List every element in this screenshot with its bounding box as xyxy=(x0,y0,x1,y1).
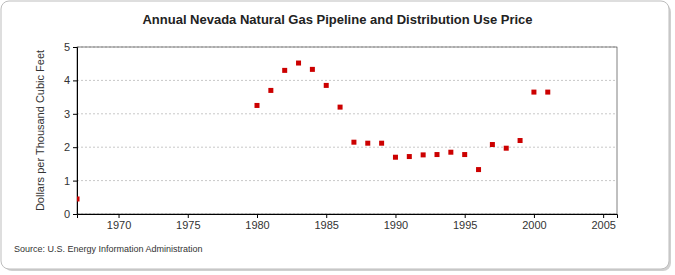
tick-label: 2000 xyxy=(522,219,546,231)
tick-mark xyxy=(73,214,77,215)
tick-mark xyxy=(73,47,77,48)
tick-label: 1975 xyxy=(176,219,200,231)
tick-mark xyxy=(119,214,120,218)
tick-mark xyxy=(73,114,77,115)
point xyxy=(365,141,370,146)
grid-line xyxy=(77,113,617,114)
tick: 1975 xyxy=(176,214,200,231)
tick: 2000 xyxy=(522,214,546,231)
point xyxy=(462,152,467,157)
tick-mark xyxy=(257,214,258,218)
tick-label: 4 xyxy=(64,74,70,86)
tick-label: 1980 xyxy=(245,219,269,231)
grid-line xyxy=(77,147,617,148)
chart: 1970 1975 1980 1985 1990 1995 2000 2005 0 1 2 3 4 5 An… xyxy=(0,0,675,275)
grid-line xyxy=(77,180,617,181)
point xyxy=(351,140,356,145)
point xyxy=(310,67,315,72)
tick: 3 xyxy=(64,108,77,120)
tick: 2005 xyxy=(591,214,615,231)
point xyxy=(324,83,329,88)
tick: 1995 xyxy=(453,214,477,231)
axis-line xyxy=(78,215,618,219)
tick-label: 1990 xyxy=(384,219,408,231)
y-axis: 0 1 2 3 4 5 xyxy=(64,41,78,220)
frame xyxy=(1,1,669,269)
grid-line xyxy=(77,80,617,81)
point xyxy=(379,141,384,146)
point xyxy=(531,90,536,95)
point xyxy=(296,61,301,66)
tick: 5 xyxy=(64,41,77,53)
tick: 1970 xyxy=(107,214,131,231)
grid xyxy=(77,47,617,214)
tick-mark xyxy=(73,147,77,148)
tick: 1990 xyxy=(384,214,408,231)
tick: 0 xyxy=(64,208,77,220)
tick: 1 xyxy=(64,175,77,187)
tick-mark xyxy=(603,214,604,218)
tick-label: 2005 xyxy=(591,219,615,231)
tick: 2 xyxy=(64,141,77,153)
tick: 4 xyxy=(64,74,77,86)
tick-label: 1985 xyxy=(314,219,338,231)
source: Source: U.S. Energy Information Administ… xyxy=(14,244,203,254)
points xyxy=(77,61,550,202)
tick-label: 1995 xyxy=(453,219,477,231)
tick-mark xyxy=(73,181,77,182)
point xyxy=(393,155,398,160)
tick-mark xyxy=(188,214,189,218)
point xyxy=(504,146,509,151)
x-axis: 1970 1975 1980 1985 1990 1995 2000 2005 xyxy=(78,214,618,231)
tick-label: 2 xyxy=(64,141,70,153)
tick-mark xyxy=(73,80,77,81)
point xyxy=(448,150,453,155)
tick-mark xyxy=(326,214,327,218)
tick: 1980 xyxy=(245,214,269,231)
tick-label: 1 xyxy=(64,175,70,187)
point xyxy=(421,152,426,157)
point xyxy=(407,154,412,159)
point xyxy=(490,142,495,147)
point xyxy=(545,90,550,95)
point xyxy=(518,138,523,143)
point xyxy=(282,68,287,73)
tick-mark xyxy=(465,214,466,218)
point xyxy=(476,167,481,172)
title: Annual Nevada Natural Gas Pipeline and D… xyxy=(142,12,532,27)
point xyxy=(435,152,440,157)
tick-mark xyxy=(534,214,535,218)
plot-frame xyxy=(77,47,617,214)
tick-label: 0 xyxy=(64,208,70,220)
tick-label: 3 xyxy=(64,108,70,120)
tick-label: 1970 xyxy=(107,219,131,231)
tick-label: 5 xyxy=(64,41,70,53)
point xyxy=(338,105,343,110)
point xyxy=(255,103,260,108)
y-axis-title: Dollars per Thousand Cubic Feet xyxy=(34,50,46,211)
point xyxy=(268,88,273,93)
tick-mark xyxy=(395,214,396,218)
tick: 1985 xyxy=(314,214,338,231)
point xyxy=(77,196,80,201)
